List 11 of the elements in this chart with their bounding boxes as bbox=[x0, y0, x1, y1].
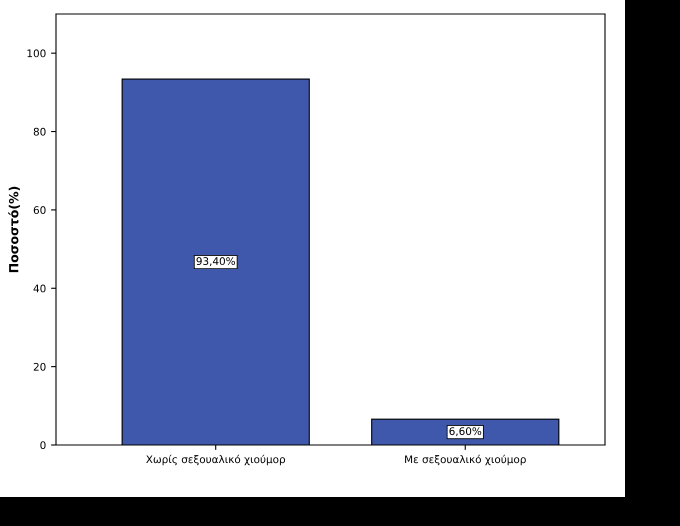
data-label: 93,40% bbox=[196, 257, 235, 266]
y-tick-label: 100 bbox=[28, 49, 46, 58]
x-tick-label: Χωρίς σεξουαλικό χιούμορ bbox=[146, 454, 286, 466]
y-tick-label: 0 bbox=[40, 441, 46, 450]
y-tick-label: 60 bbox=[34, 206, 46, 214]
y-axis-title: Ποσοστό(%) bbox=[8, 186, 20, 272]
data-label: 6,60% bbox=[449, 427, 482, 436]
y-tick-label: 20 bbox=[34, 362, 46, 371]
y-tick-label: 40 bbox=[34, 284, 46, 292]
y-tick-label: 80 bbox=[34, 128, 46, 136]
x-tick-label: Με σεξουαλικό χιούμορ bbox=[405, 454, 526, 466]
